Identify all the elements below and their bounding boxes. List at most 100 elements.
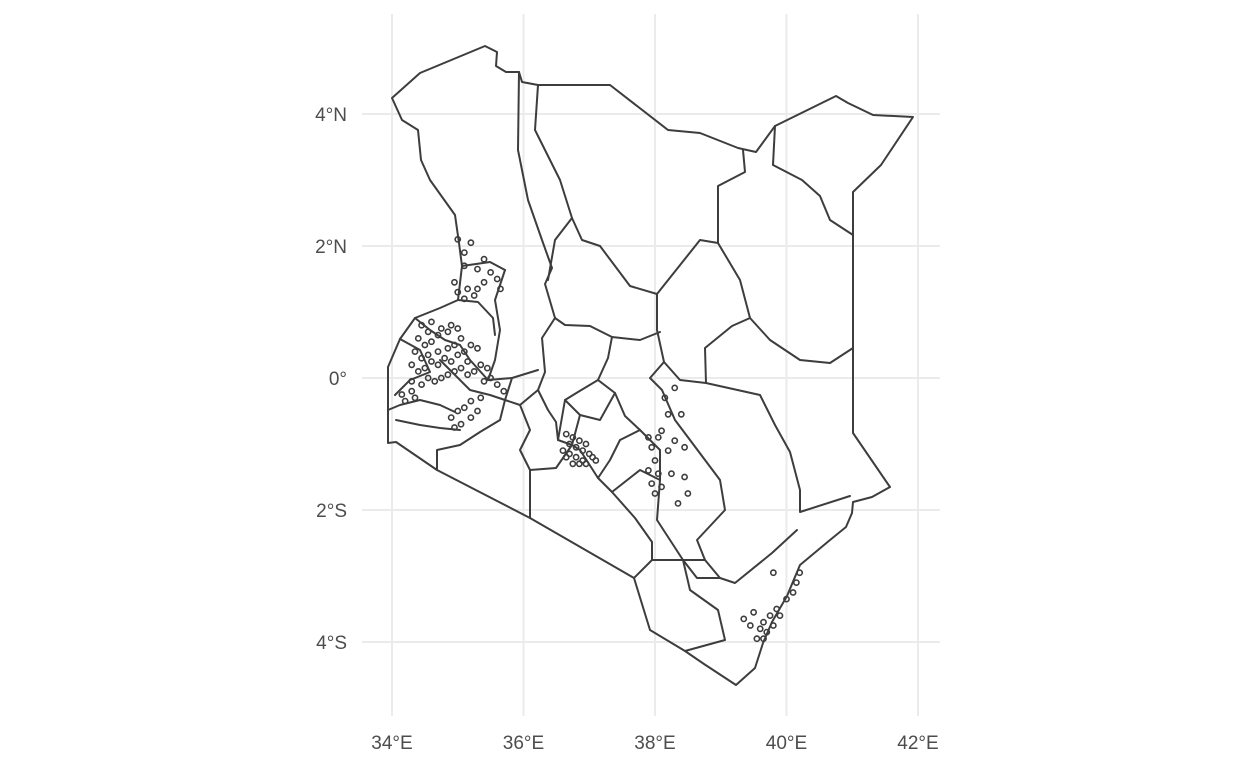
location-point xyxy=(671,437,679,445)
location-point xyxy=(645,433,652,441)
county-border xyxy=(487,269,539,381)
x-tick-label: 42°E xyxy=(897,733,938,754)
county-border xyxy=(504,389,539,406)
location-point xyxy=(671,384,679,392)
location-point xyxy=(460,348,468,355)
location-point xyxy=(483,364,491,372)
location-point xyxy=(664,447,672,454)
location-point xyxy=(769,622,777,629)
location-point xyxy=(474,285,481,293)
location-point xyxy=(776,612,784,619)
location-point xyxy=(457,334,465,342)
location-point xyxy=(470,367,478,375)
county-border xyxy=(436,399,506,471)
location-point xyxy=(658,483,665,491)
location-point xyxy=(414,334,422,342)
location-point xyxy=(746,622,754,629)
location-point xyxy=(487,374,495,382)
location-point xyxy=(467,397,475,405)
location-point xyxy=(424,374,432,382)
y-tick-label: 4°N xyxy=(315,105,347,126)
location-point xyxy=(579,447,587,454)
location-point xyxy=(454,325,462,332)
location-point xyxy=(654,433,662,441)
county-border xyxy=(717,242,854,364)
location-point xyxy=(645,466,652,474)
location-point xyxy=(760,618,767,626)
location-point xyxy=(447,414,455,421)
location-point xyxy=(753,635,761,643)
location-point xyxy=(444,328,452,336)
location-point xyxy=(750,608,758,616)
location-point xyxy=(493,381,501,388)
x-tick-label: 36°E xyxy=(503,733,544,754)
location-point xyxy=(760,635,767,643)
location-point xyxy=(398,391,406,398)
county-border xyxy=(387,399,456,413)
location-point xyxy=(428,318,435,326)
location-point xyxy=(648,443,656,451)
location-point xyxy=(464,358,472,365)
location-point xyxy=(470,292,478,299)
location-point xyxy=(582,440,590,448)
location-points xyxy=(398,235,804,643)
location-point xyxy=(418,354,425,362)
location-point xyxy=(559,447,567,454)
location-point xyxy=(418,321,425,329)
y-tick-label: 4°S xyxy=(316,633,347,654)
location-point xyxy=(572,453,580,461)
location-point xyxy=(493,275,501,283)
y-tick-label: 2°N xyxy=(315,237,347,258)
location-point xyxy=(454,407,462,415)
location-point xyxy=(460,249,468,256)
location-point xyxy=(428,358,435,365)
location-point xyxy=(681,473,688,481)
county-border xyxy=(519,404,531,519)
location-point xyxy=(447,358,455,365)
county-border xyxy=(537,317,653,579)
location-point xyxy=(480,255,488,263)
location-point xyxy=(575,460,583,468)
location-point xyxy=(674,499,682,507)
location-point xyxy=(480,377,488,385)
location-point xyxy=(434,331,442,339)
location-point xyxy=(408,377,416,385)
location-point xyxy=(451,341,458,349)
location-point xyxy=(582,460,590,468)
location-point xyxy=(418,381,425,388)
location-point xyxy=(769,569,777,577)
location-point xyxy=(424,328,432,336)
location-point xyxy=(457,364,465,372)
location-point xyxy=(487,268,495,276)
x-tick-label: 34°E xyxy=(371,733,412,754)
location-point xyxy=(783,595,790,603)
county-border xyxy=(656,293,851,513)
county-border xyxy=(394,338,431,396)
location-point xyxy=(464,285,472,293)
county-border xyxy=(597,336,721,579)
location-point xyxy=(460,295,468,303)
location-point xyxy=(474,265,481,273)
county-border xyxy=(704,317,751,384)
location-point xyxy=(480,278,488,286)
location-point xyxy=(451,424,458,431)
location-point xyxy=(684,490,692,497)
location-point xyxy=(454,288,462,296)
location-point xyxy=(467,341,475,349)
location-point xyxy=(756,625,764,633)
location-point xyxy=(441,354,448,362)
location-point xyxy=(651,490,659,497)
location-point xyxy=(592,457,600,464)
county-border xyxy=(517,71,556,319)
location-point xyxy=(477,361,485,369)
location-point xyxy=(562,430,570,438)
location-point xyxy=(411,394,419,402)
location-point xyxy=(434,361,442,369)
county-border xyxy=(564,392,616,421)
location-point xyxy=(648,480,656,487)
location-point xyxy=(474,407,481,415)
location-point xyxy=(658,427,665,435)
y-tick-label: 0° xyxy=(329,369,347,390)
county-boundaries xyxy=(387,45,914,686)
